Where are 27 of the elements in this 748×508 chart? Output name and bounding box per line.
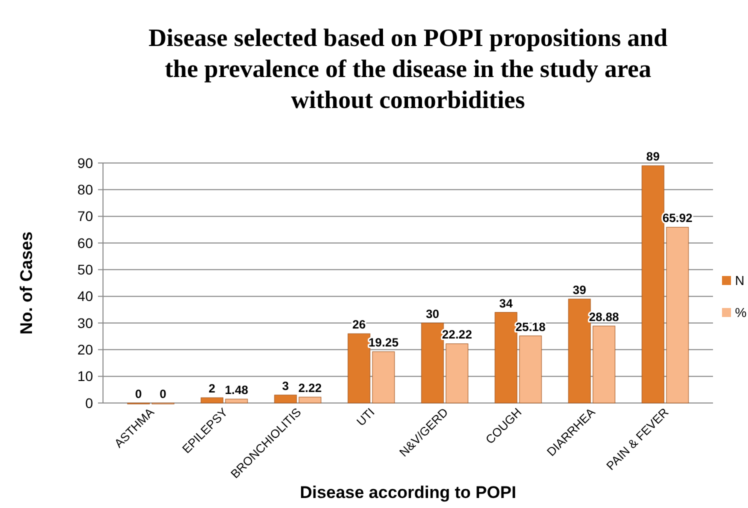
y-tick-label: 90: [77, 154, 94, 171]
y-tick-label: 80: [77, 182, 94, 198]
data-label: 39: [572, 283, 586, 297]
data-label: 30: [426, 307, 440, 321]
data-label: 2: [208, 382, 216, 396]
y-tick-label: 10: [77, 368, 94, 384]
y-tick-label: 50: [77, 262, 94, 278]
y-tick-label: 40: [77, 288, 94, 304]
y-tick-label: 70: [77, 208, 94, 224]
legend-label: N: [735, 273, 744, 288]
data-label: 26: [352, 318, 366, 332]
y-axis-title: No. of Cases: [17, 232, 36, 334]
x-tick-label: UTI: [354, 405, 378, 429]
y-tick-label: 20: [77, 342, 94, 358]
data-label: 34: [499, 296, 513, 310]
y-tick-label: 60: [77, 234, 94, 251]
data-label: 1.48: [224, 383, 249, 398]
data-label: 0: [160, 387, 167, 401]
data-label: 2.22: [298, 381, 322, 396]
x-axis-title: Disease according to POPI: [300, 483, 516, 502]
data-label: 3: [282, 379, 290, 393]
data-label: 0: [135, 387, 142, 401]
chart-title: Disease selected based on POPI propositions and the prevalence of the disease in the study area without comorbidities: [148, 25, 668, 114]
y-tick-label: 30: [77, 314, 94, 331]
y-tick-label: 0: [85, 394, 94, 411]
legend-label: %: [735, 305, 747, 320]
data-label: 89: [646, 150, 660, 164]
